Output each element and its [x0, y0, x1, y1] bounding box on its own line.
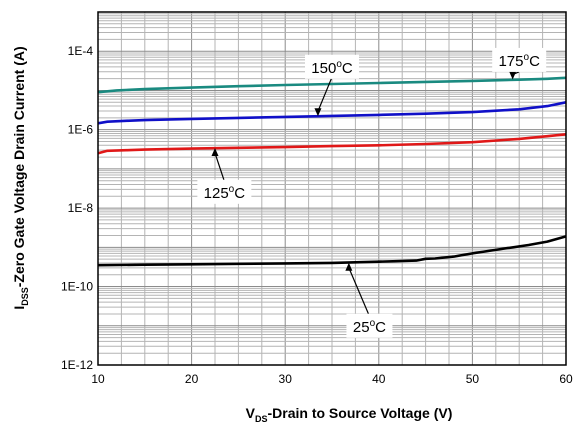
y-axis-ticks: 1E-4 1E-6 1E-8 1E-10 1E-12: [61, 44, 93, 372]
series-line: [97, 235, 567, 267]
annotation-arrowhead: [509, 71, 517, 80]
x-axis-title: VDS-Drain to Source Voltage (V): [246, 405, 453, 424]
annotation-arrowhead: [345, 262, 353, 271]
x-tick-label: 30: [279, 372, 293, 386]
y-tick-label: 1E-8: [68, 201, 94, 215]
y-tick-label: 1E-6: [68, 123, 94, 137]
x-tick-label: 40: [372, 372, 386, 386]
series-annotations: 175oC 150oC 125oC 25oC: [197, 47, 547, 338]
series-line: [97, 101, 567, 125]
x-tick-label: 10: [91, 372, 105, 386]
y-tick-label: 1E-4: [68, 44, 94, 58]
x-tick-label: 50: [466, 372, 480, 386]
plot-frame: [97, 11, 567, 366]
x-tick-label: 20: [185, 372, 199, 386]
annotation-arrow: [317, 78, 332, 112]
annotation-label: 150oC: [311, 59, 353, 77]
y-axis-title: IDSS-Zero Gate Voltage Drain Current (A): [11, 46, 30, 309]
annotation-label-bg: [492, 47, 547, 72]
series-layer: [97, 76, 567, 267]
annotation-label-bg: [197, 179, 252, 204]
series-line: [97, 76, 567, 94]
annotation-label: 125oC: [204, 184, 246, 202]
annotation-arrow: [214, 152, 225, 181]
grid-lines: [97, 12, 567, 366]
annotation-arrowhead: [211, 148, 219, 157]
series-line: [97, 133, 567, 155]
annotation-label: 25oC: [353, 318, 386, 336]
y-tick-label: 1E-12: [61, 358, 93, 372]
annotation-arrow: [348, 267, 369, 315]
annotation-label-bg: [346, 313, 393, 338]
annotation-label: 175oC: [498, 52, 540, 70]
annotation-label-bg: [305, 54, 359, 79]
x-axis-ticks: 10 20 30 40 50 60: [91, 372, 573, 386]
y-tick-label: 1E-10: [61, 280, 93, 294]
annotation-arrowhead: [314, 108, 322, 117]
x-tick-label: 60: [559, 372, 573, 386]
